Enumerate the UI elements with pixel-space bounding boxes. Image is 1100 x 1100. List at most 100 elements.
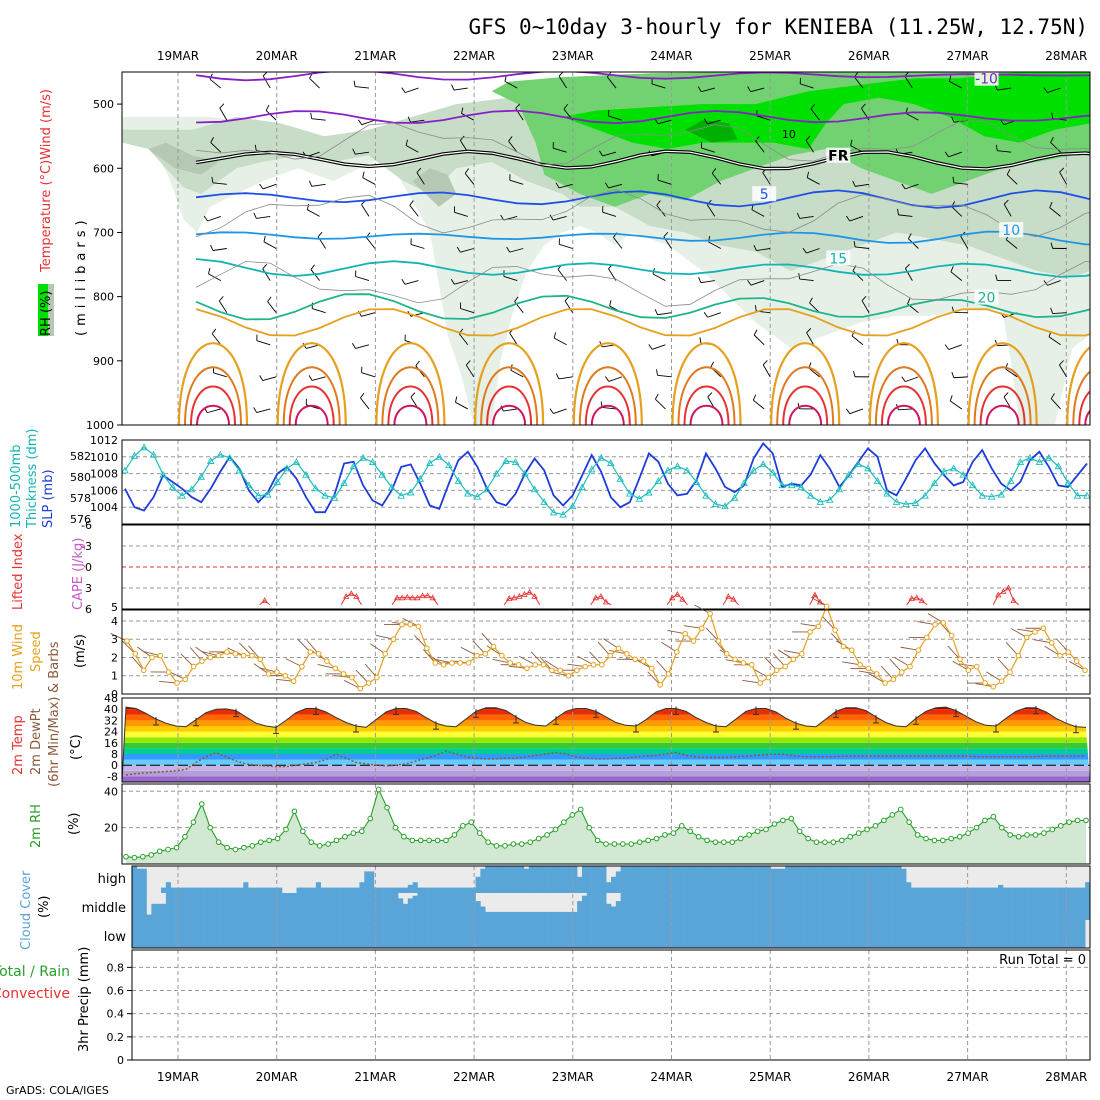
cloud-bar-low xyxy=(262,920,268,948)
wind-barb xyxy=(707,312,721,318)
thickness-point xyxy=(483,485,491,493)
cloud-bar-middle xyxy=(470,893,476,920)
thickness-point xyxy=(321,491,329,499)
cloud-bar-middle xyxy=(528,911,534,920)
cloud-bar-middle xyxy=(683,893,689,920)
cloud-bar-low xyxy=(378,920,384,948)
wind-barb-flag xyxy=(845,408,851,414)
rh2m-point xyxy=(813,839,820,845)
wind-barb xyxy=(558,183,573,189)
wind-barb xyxy=(504,80,518,89)
date-label-top: 25MAR xyxy=(749,49,791,63)
thickness-point xyxy=(626,489,634,497)
temp-tick: 40 xyxy=(104,703,118,716)
cloud-bar-low xyxy=(412,920,418,948)
wind-barb-flag xyxy=(810,103,815,110)
wind-barb-flag xyxy=(409,200,414,206)
thickness-point xyxy=(206,457,215,464)
wind-speed-point xyxy=(199,658,205,664)
wind-barb-flag xyxy=(1050,242,1054,249)
thickness-point xyxy=(616,474,625,482)
cloud-bar-middle xyxy=(673,893,680,920)
cloud-bar-low xyxy=(422,920,428,948)
wind-speed-point xyxy=(632,656,638,663)
wind-barb-flag xyxy=(853,370,856,377)
rh-region xyxy=(412,168,457,207)
wind-barb-flag xyxy=(515,103,521,109)
date-label-top: 27MAR xyxy=(947,49,989,63)
surface-isotherm xyxy=(572,342,643,425)
cloud-bar-low xyxy=(954,920,960,948)
rh-contour xyxy=(195,261,1090,307)
wind-barb xyxy=(1059,364,1067,378)
date-label-top: 28MAR xyxy=(1045,49,1087,63)
rh2m-point xyxy=(1024,832,1030,838)
cloud-bar-low xyxy=(499,920,505,948)
lifted-index-point xyxy=(404,593,411,600)
cloud-bar-low xyxy=(586,920,592,948)
cloud-bar-high xyxy=(993,887,999,893)
cloud-bar-high xyxy=(872,866,878,893)
surface-wind-barb xyxy=(997,658,1011,673)
rh2m-point xyxy=(746,832,752,838)
cloud-bar-high xyxy=(920,887,926,893)
temperature-bands xyxy=(122,707,1090,782)
thickness-point xyxy=(1073,491,1082,499)
rh2m-point xyxy=(333,837,340,844)
cloud-bar-middle xyxy=(949,893,955,920)
surface-isotherm xyxy=(282,366,341,425)
rh2m-point xyxy=(156,848,163,855)
cloud-bar-low xyxy=(823,920,830,948)
contour-label-bg xyxy=(999,222,1024,238)
cloud-bar-low xyxy=(683,920,689,948)
wind-speed-point xyxy=(590,661,597,668)
wind-barb-flag xyxy=(850,139,853,146)
cloud-bar-middle xyxy=(819,893,825,920)
rh2m-point xyxy=(274,835,281,842)
wind-speed-point xyxy=(124,638,130,644)
cloud-bar-high xyxy=(964,887,970,893)
cloud-bar-middle xyxy=(209,893,215,920)
lifted-index-point xyxy=(419,592,426,599)
wind-barb-flag xyxy=(401,87,406,93)
cloud-bar-middle xyxy=(567,911,573,920)
date-label-bottom: 28MAR xyxy=(1045,1070,1087,1084)
wind-speed-point xyxy=(1007,669,1013,675)
wind-barb-flag xyxy=(802,247,807,254)
wind-barb-flag xyxy=(949,395,953,402)
lifted-index-point xyxy=(353,593,360,599)
rh2m-point xyxy=(342,833,348,840)
date-label-top: 24MAR xyxy=(650,49,692,63)
date-label-bottom: 24MAR xyxy=(650,1070,692,1084)
cloud-bar-middle xyxy=(1031,893,1038,920)
wind-barb xyxy=(852,270,864,281)
surface-wind-barb xyxy=(1033,639,1052,644)
cloud-bar-middle xyxy=(393,893,399,920)
thickness-point xyxy=(740,479,748,486)
wind-speed-point xyxy=(215,652,222,659)
wind-barb xyxy=(655,398,666,410)
surface-wind-barb xyxy=(683,625,702,629)
cloud-bar-high xyxy=(712,866,718,893)
cloud-bar-middle xyxy=(364,893,370,920)
wind-barb-flag xyxy=(450,278,455,285)
rh2m-point xyxy=(653,835,660,842)
cloud-bar-low xyxy=(746,920,752,948)
wind-speed-point xyxy=(624,651,630,657)
wind-barb xyxy=(503,275,518,282)
cloud-level-label: high xyxy=(98,872,126,887)
cloud-bar-low xyxy=(194,920,201,948)
cloud-bar-middle xyxy=(785,893,791,920)
wind-barb xyxy=(211,333,222,346)
cloud-bar-low xyxy=(228,920,234,948)
rh2m-point xyxy=(855,830,862,836)
cloud-bar-middle xyxy=(204,893,210,920)
cloud-bar-high xyxy=(906,882,912,893)
surface-wind-barb xyxy=(122,640,136,655)
rh2m-point xyxy=(173,844,180,851)
wind-barb xyxy=(953,182,968,185)
wind-barb-flag xyxy=(711,168,717,174)
surface-isotherm xyxy=(788,404,823,425)
cloud-bar-high xyxy=(611,876,617,893)
